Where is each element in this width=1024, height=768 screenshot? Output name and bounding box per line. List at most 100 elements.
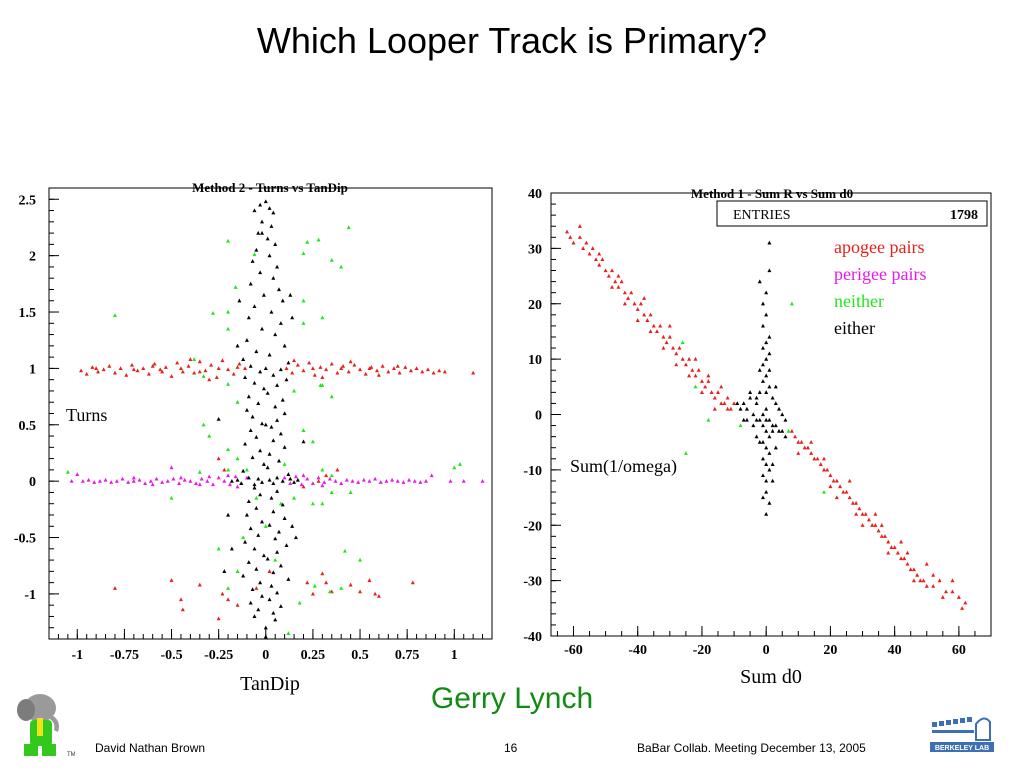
data-point [252, 546, 257, 551]
data-point [243, 366, 248, 370]
data-point [226, 381, 231, 386]
data-point [252, 208, 257, 213]
data-point [246, 499, 251, 504]
data-point [86, 477, 91, 482]
data-point [92, 480, 97, 484]
data-point [131, 475, 136, 480]
data-point [275, 264, 280, 269]
data-point [412, 478, 417, 483]
data-point [94, 366, 99, 370]
data-point [442, 369, 447, 374]
data-point [118, 366, 123, 370]
data-point [361, 477, 366, 482]
data-point [169, 374, 174, 378]
data-point [163, 365, 168, 369]
data-point [267, 253, 272, 258]
data-point [237, 361, 242, 366]
data-point [256, 533, 261, 537]
y-tick-label: 2 [29, 250, 36, 265]
data-point [250, 587, 255, 591]
data-point [220, 591, 225, 596]
data-point [178, 597, 183, 602]
data-point [329, 473, 334, 478]
data-point [339, 366, 344, 370]
data-point [408, 368, 413, 373]
data-point [252, 485, 257, 490]
data-point [292, 495, 297, 500]
data-point [235, 477, 240, 482]
data-point [260, 421, 265, 426]
x-axis-label: TanDip [240, 673, 300, 695]
data-point [278, 431, 283, 436]
data-point [263, 524, 268, 528]
data-point [137, 477, 142, 482]
data-point [96, 369, 101, 374]
data-point [124, 372, 129, 377]
data-point [271, 481, 276, 486]
data-point [265, 556, 270, 561]
data-point [203, 368, 208, 373]
data-point [186, 363, 191, 368]
data-point [256, 401, 261, 405]
data-point [252, 304, 257, 308]
data-point [367, 578, 372, 582]
data-point [261, 386, 266, 391]
data-point [275, 475, 280, 480]
data-point [226, 367, 231, 372]
data-point [97, 478, 102, 483]
data-point [271, 210, 276, 215]
y-axis-label: Turns [66, 405, 107, 425]
data-point [135, 368, 140, 373]
data-point [327, 589, 332, 594]
data-point [246, 475, 251, 480]
data-point [310, 501, 315, 506]
data-point [241, 468, 246, 473]
data-point [258, 202, 263, 207]
data-point [286, 631, 291, 635]
footer-presenter: David Nathan Brown [95, 741, 206, 755]
data-point [260, 219, 265, 224]
data-point [211, 310, 216, 315]
data-point [341, 363, 346, 368]
data-point [278, 563, 283, 568]
data-point [244, 512, 249, 517]
data-point [150, 482, 155, 487]
data-point [288, 481, 293, 486]
data-point [271, 570, 276, 575]
data-point [267, 477, 272, 482]
data-point [112, 313, 117, 318]
data-point [286, 472, 291, 476]
data-point [69, 478, 74, 483]
data-point [226, 597, 231, 602]
data-point [271, 276, 276, 280]
data-point [160, 369, 165, 374]
data-point [356, 480, 361, 484]
data-point [150, 363, 155, 368]
data-point [207, 474, 212, 479]
data-point [293, 474, 298, 479]
y-tick-label: 2.5 [19, 193, 37, 208]
x-tick-label: 0 [262, 648, 269, 663]
data-point [216, 416, 221, 421]
data-point [211, 482, 216, 487]
data-point [220, 358, 225, 363]
data-point [269, 309, 274, 314]
data-point [275, 489, 280, 493]
data-point [216, 456, 221, 461]
data-point [237, 298, 242, 303]
data-point [288, 292, 293, 297]
data-point [263, 422, 268, 427]
data-point [390, 477, 395, 482]
data-point [431, 370, 436, 375]
data-point [273, 617, 278, 622]
data-point [299, 482, 304, 487]
data-point [252, 482, 257, 487]
data-point [254, 566, 259, 571]
data-point [143, 481, 148, 486]
data-point [346, 225, 351, 230]
data-point [244, 467, 249, 472]
data-point [280, 502, 285, 507]
data-point [284, 366, 289, 370]
data-point [260, 480, 265, 484]
data-point [192, 370, 197, 375]
